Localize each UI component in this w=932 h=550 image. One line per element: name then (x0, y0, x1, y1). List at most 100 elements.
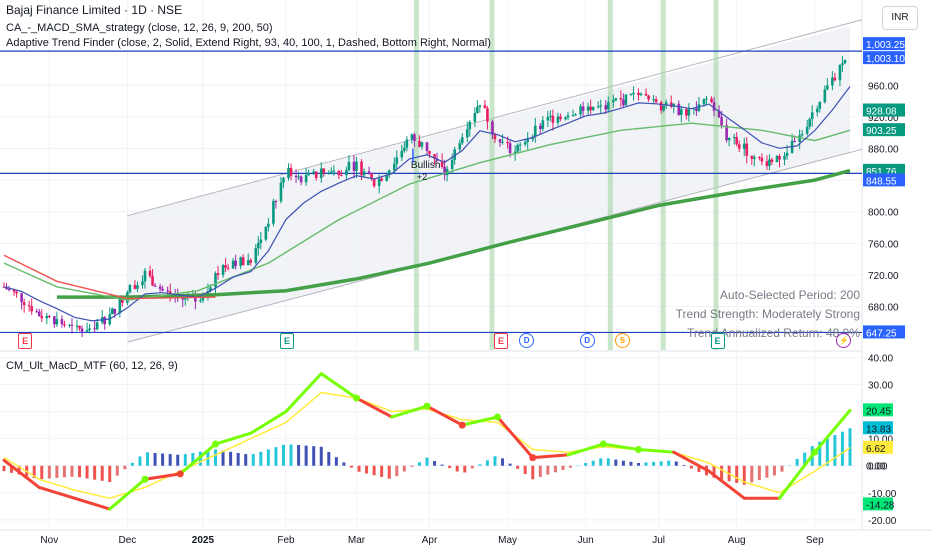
event-marker-dividend[interactable]: ⚡ (836, 333, 852, 348)
price-label-text: 903.25 (866, 126, 897, 137)
candle-body (27, 305, 31, 307)
osc-histogram-bar (840, 431, 844, 466)
indicator-ult-macd-label[interactable]: CM_Ult_MacD_MTF (60, 12, 26, 9) (6, 360, 178, 372)
candle-body (692, 108, 696, 110)
osc-histogram-bar (40, 465, 44, 480)
osc-histogram-bar (70, 465, 74, 477)
candle-body (400, 150, 404, 158)
candle-body (566, 115, 570, 118)
osc-histogram-bar (591, 460, 595, 466)
macd-line-segment (319, 372, 358, 400)
osc-histogram-bar (32, 465, 36, 479)
candle-body (403, 147, 406, 151)
candle-body (805, 126, 809, 134)
candle-body (478, 105, 482, 107)
macd-line-segment (355, 396, 394, 419)
candle-body (372, 178, 376, 187)
candle-body (319, 168, 323, 178)
macd-cross-dot (353, 394, 360, 402)
event-marker-dividend[interactable]: D (519, 333, 535, 348)
event-marker-earnings[interactable]: E (18, 333, 33, 349)
macd-line-segment (425, 404, 464, 427)
candle-body (367, 171, 371, 174)
candle-body (526, 139, 530, 143)
candle-body (717, 110, 721, 118)
candle-body (380, 178, 383, 181)
price-label-text: 848.55 (866, 176, 897, 187)
candle-body (405, 139, 409, 148)
osc-histogram-bar (523, 465, 527, 475)
candle-body (53, 316, 56, 325)
event-marker-earnings[interactable]: E (494, 333, 509, 349)
candle-body (632, 92, 635, 95)
osc-histogram-bar (266, 449, 270, 466)
candle-body (136, 285, 139, 289)
macd-line-segment (143, 472, 182, 481)
candle-body (70, 324, 74, 326)
event-marker-earnings[interactable]: E (280, 333, 294, 349)
candle-body (216, 273, 220, 276)
event-marker-earnings[interactable]: E (710, 333, 725, 349)
osc-histogram-bar (108, 465, 112, 482)
osc-histogram-bar (100, 465, 104, 481)
osc-histogram-bar (674, 461, 678, 466)
candle-body (637, 92, 640, 96)
candle-body (818, 102, 822, 109)
osc-histogram-bar (214, 449, 217, 466)
candle-body (491, 121, 494, 135)
osc-label-text: 20.45 (866, 406, 891, 417)
candle-body (546, 116, 550, 121)
chart-title: Bajaj Finance Limited · 1D · NSE (6, 3, 183, 17)
candle-body (523, 142, 527, 145)
osc-histogram-bar (62, 465, 66, 478)
price-label-box (863, 37, 905, 51)
bullish-sub-label: +2 (417, 172, 427, 182)
osc-histogram-bar (803, 452, 807, 466)
candle-body (513, 151, 517, 154)
osc-histogram-bar (312, 446, 316, 466)
candle-body (551, 115, 555, 123)
osc-histogram-bar (463, 465, 467, 473)
candle-body (725, 125, 728, 141)
osc-histogram-bar (599, 458, 603, 466)
indicator-trend-finder-label[interactable]: Adaptive Trend Finder (close, 2, Solid, … (6, 37, 491, 49)
osc-histogram-bar (848, 428, 852, 466)
event-marker-dividend[interactable]: D (579, 333, 595, 348)
macd-line-segment (813, 408, 852, 454)
candle-body (753, 156, 756, 159)
event-marker-dividend[interactable]: S (614, 333, 630, 348)
osc-histogram-bar (735, 465, 739, 483)
candle-body (80, 328, 84, 332)
currency-button[interactable]: INR (882, 6, 918, 30)
candle-body (518, 144, 522, 146)
candle-body (596, 106, 600, 108)
candle-body (209, 287, 212, 292)
candle-body (614, 98, 618, 101)
indicator-macd-sma-label[interactable]: CA_-_MACD_SMA_strategy (close, 12, 26, 9… (6, 22, 273, 34)
candle-body (533, 125, 537, 137)
osc-histogram-bar (349, 465, 353, 468)
osc-histogram-bar (236, 452, 240, 466)
osc-histogram-bar (795, 458, 799, 466)
osc-histogram-bar (614, 459, 618, 466)
candle-body (103, 317, 107, 325)
candle-body (297, 176, 300, 178)
macd-line-segment (672, 450, 711, 473)
candle-body (559, 116, 562, 120)
osc-label-text: -14.28 (866, 500, 895, 511)
osc-histogram-bar (244, 454, 248, 466)
candle-body (78, 325, 81, 329)
osc-histogram-bar (380, 465, 384, 477)
osc-histogram-bar (153, 452, 157, 466)
trend-strength-text: Trend Strength: Moderately Strong (675, 307, 860, 321)
candle-body (710, 98, 713, 103)
candle-body (564, 117, 567, 120)
osc-histogram-bar (765, 465, 769, 478)
candle-body (347, 161, 351, 171)
osc-histogram-bar (825, 438, 829, 466)
candle-body (493, 134, 497, 140)
candle-body (428, 150, 431, 155)
candle-body (460, 137, 464, 144)
candle-body (22, 302, 26, 306)
osc-label-box (863, 497, 893, 511)
